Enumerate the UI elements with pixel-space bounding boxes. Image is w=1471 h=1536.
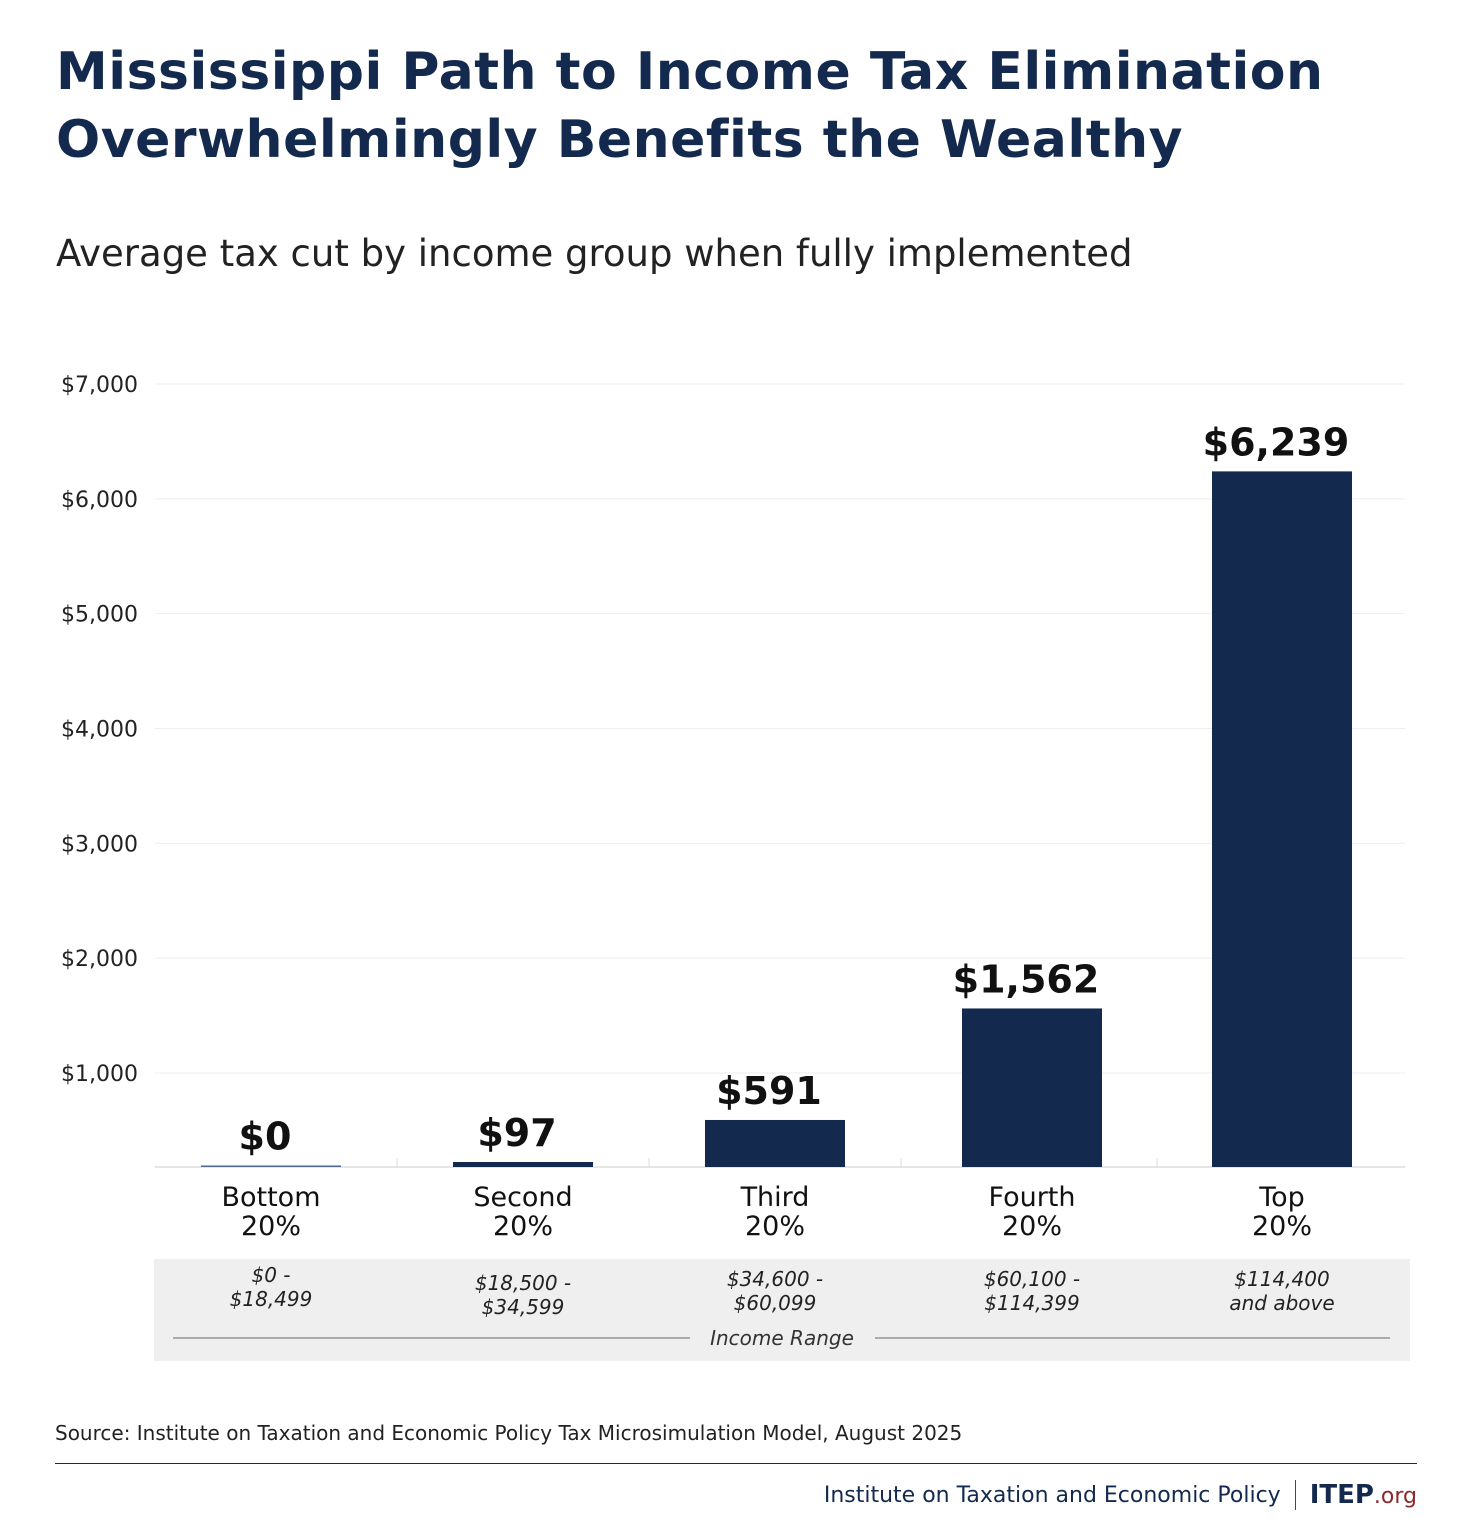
chart-subtitle: Average tax cut by income group when ful… — [56, 232, 1133, 275]
category-label: Bottom — [221, 1182, 320, 1213]
category-label: Second — [473, 1182, 572, 1213]
bar — [201, 1165, 341, 1167]
data-label: $1,562 — [953, 957, 1100, 1001]
income-range-label: $18,500 - — [475, 1271, 571, 1295]
title-line-2: Overwhelmingly Benefits the Wealthy — [56, 110, 1183, 170]
bar — [453, 1162, 593, 1167]
footer-separator — [1294, 1480, 1296, 1510]
income-range-label: $34,600 - — [727, 1267, 823, 1291]
org-name: Institute on Taxation and Economic Polic… — [823, 1482, 1281, 1508]
footer: Institute on Taxation and Economic Polic… — [824, 1480, 1417, 1510]
bar — [1212, 471, 1352, 1167]
data-label: $0 — [239, 1115, 292, 1159]
footer-divider — [55, 1463, 1417, 1464]
title-line-1: Mississippi Path to Income Tax Eliminati… — [56, 42, 1324, 102]
income-range-title: Income Range — [710, 1326, 854, 1350]
income-range-label: and above — [1229, 1291, 1334, 1315]
y-tick-label: $7,000 — [61, 373, 138, 398]
income-range-label: $60,099 — [734, 1291, 817, 1315]
category-label: 20% — [1252, 1211, 1312, 1242]
y-tick-label: $4,000 — [61, 718, 138, 743]
income-range-label: $18,499 — [230, 1287, 313, 1311]
bar — [962, 1008, 1102, 1167]
income-range-label: $114,400 — [1234, 1267, 1329, 1291]
category-label: Top — [1258, 1182, 1305, 1213]
income-range-label: $114,399 — [984, 1291, 1079, 1315]
bar — [705, 1119, 845, 1167]
category-label: 20% — [493, 1211, 553, 1242]
data-label: $6,239 — [1203, 420, 1350, 464]
category-label: Third — [740, 1182, 810, 1213]
category-label: 20% — [1002, 1211, 1062, 1242]
category-label: 20% — [745, 1211, 805, 1242]
data-label: $591 — [716, 1069, 822, 1113]
data-label: $97 — [477, 1111, 556, 1155]
itep-logo: ITEP.org — [1309, 1480, 1417, 1510]
y-tick-label: $3,000 — [61, 832, 138, 857]
chart-title: Mississippi Path to Income Tax Eliminati… — [56, 38, 1324, 174]
y-tick-label: $2,000 — [61, 947, 138, 972]
category-label: 20% — [241, 1211, 301, 1242]
y-tick-label: $6,000 — [61, 488, 138, 513]
income-range-label: $34,599 — [482, 1295, 565, 1319]
income-range-label: $0 - — [251, 1263, 290, 1287]
category-label: Fourth — [989, 1182, 1076, 1213]
y-tick-label: $5,000 — [61, 603, 138, 628]
income-range-label: $60,100 - — [984, 1267, 1080, 1291]
y-tick-label: $1,000 — [61, 1062, 138, 1087]
source-note: Source: Institute on Taxation and Econom… — [55, 1421, 963, 1445]
income-range-panel — [154, 1259, 1410, 1361]
